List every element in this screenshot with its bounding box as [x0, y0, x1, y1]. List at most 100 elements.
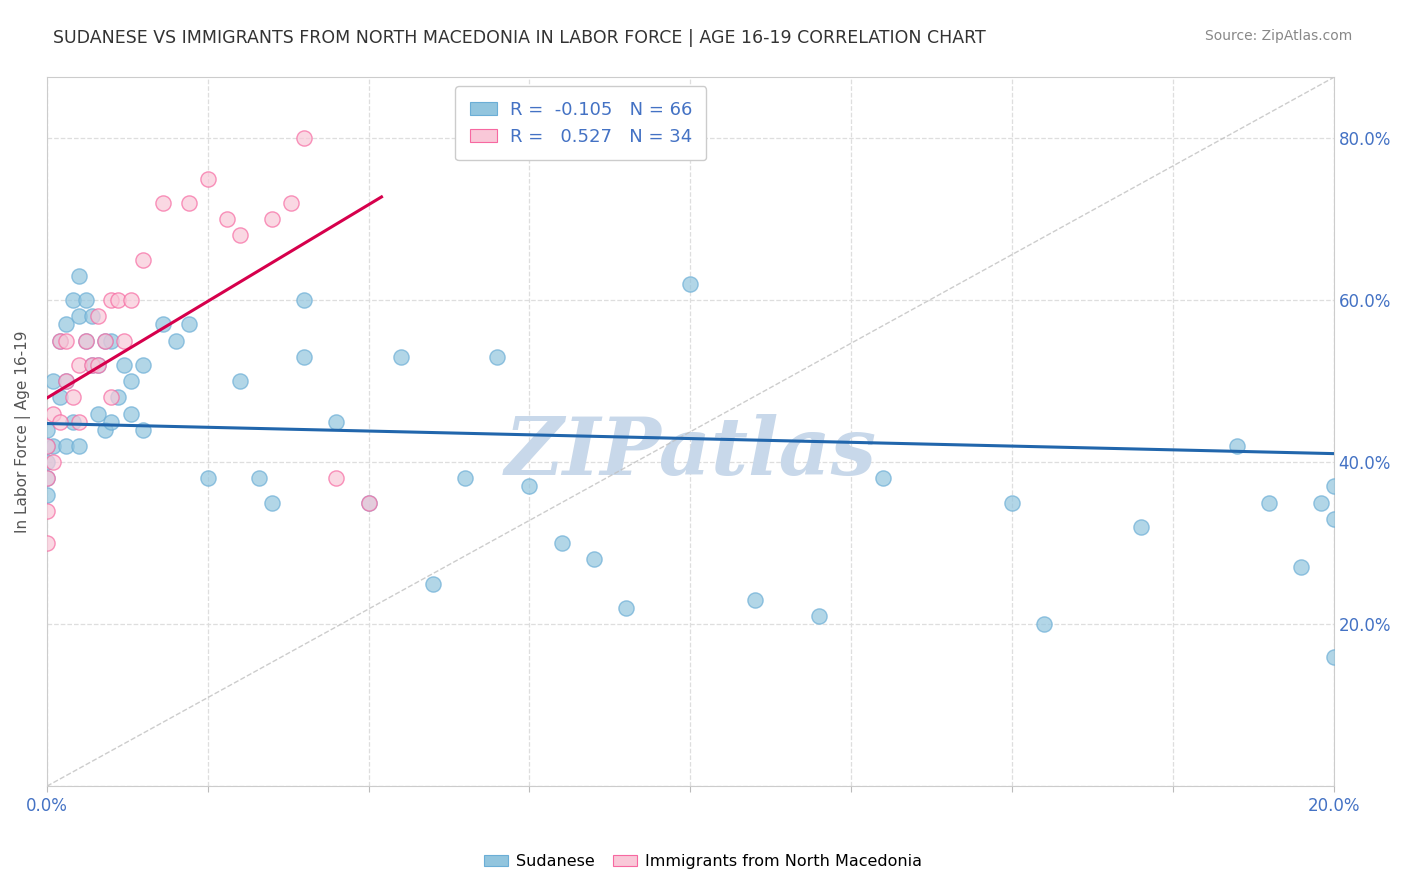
Point: [389, 350, 412, 364]
Point: [197, 171, 219, 186]
Point: [292, 131, 315, 145]
Point: [35, 471, 58, 485]
Point: [132, 423, 155, 437]
Point: [42, 455, 65, 469]
Point: [87, 310, 110, 324]
Point: [1323, 649, 1346, 664]
Text: ZIPatlas: ZIPatlas: [505, 414, 876, 491]
Point: [55, 374, 77, 388]
Point: [280, 196, 302, 211]
Point: [112, 334, 135, 348]
Point: [152, 196, 174, 211]
Point: [292, 293, 315, 308]
Point: [35, 487, 58, 501]
Point: [1323, 479, 1346, 493]
Point: [94, 334, 117, 348]
Point: [550, 536, 572, 550]
Point: [112, 358, 135, 372]
Point: [87, 358, 110, 372]
Point: [744, 592, 766, 607]
Point: [107, 293, 129, 308]
Point: [262, 212, 284, 227]
Point: [262, 496, 284, 510]
Point: [62, 415, 84, 429]
Point: [217, 212, 239, 227]
Point: [152, 318, 174, 332]
Point: [229, 374, 252, 388]
Point: [582, 552, 605, 566]
Point: [519, 479, 541, 493]
Point: [807, 609, 830, 624]
Point: [132, 358, 155, 372]
Point: [67, 310, 90, 324]
Point: [35, 439, 58, 453]
Point: [49, 334, 72, 348]
Text: Source: ZipAtlas.com: Source: ZipAtlas.com: [1205, 29, 1353, 44]
Point: [100, 293, 122, 308]
Point: [87, 407, 110, 421]
Point: [35, 439, 58, 453]
Point: [120, 374, 142, 388]
Point: [357, 496, 380, 510]
Legend: R =  -0.105   N = 66, R =   0.527   N = 34: R = -0.105 N = 66, R = 0.527 N = 34: [456, 87, 706, 161]
Point: [75, 334, 97, 348]
Point: [247, 471, 270, 485]
Point: [229, 228, 252, 243]
Point: [197, 471, 219, 485]
Point: [42, 374, 65, 388]
Point: [55, 374, 77, 388]
Point: [120, 293, 142, 308]
Point: [1226, 439, 1249, 453]
Point: [35, 423, 58, 437]
Point: [100, 390, 122, 404]
Point: [486, 350, 509, 364]
Point: [67, 439, 90, 453]
Text: SUDANESE VS IMMIGRANTS FROM NORTH MACEDONIA IN LABOR FORCE | AGE 16-19 CORRELATI: SUDANESE VS IMMIGRANTS FROM NORTH MACEDO…: [53, 29, 986, 47]
Point: [55, 334, 77, 348]
Point: [292, 350, 315, 364]
Point: [1033, 617, 1056, 632]
Point: [94, 423, 117, 437]
Point: [87, 358, 110, 372]
Point: [1258, 496, 1281, 510]
Point: [94, 334, 117, 348]
Point: [422, 576, 444, 591]
Point: [177, 196, 200, 211]
Point: [1129, 520, 1152, 534]
Point: [55, 439, 77, 453]
Point: [35, 471, 58, 485]
Point: [42, 407, 65, 421]
Point: [75, 293, 97, 308]
Point: [1001, 496, 1024, 510]
Point: [62, 293, 84, 308]
Point: [75, 334, 97, 348]
Point: [325, 415, 347, 429]
Point: [80, 310, 103, 324]
Point: [1291, 560, 1313, 574]
Point: [67, 415, 90, 429]
Point: [614, 601, 637, 615]
Point: [67, 268, 90, 283]
Point: [80, 358, 103, 372]
Point: [35, 504, 58, 518]
Point: [132, 252, 155, 267]
Point: [177, 318, 200, 332]
Point: [1309, 496, 1331, 510]
Point: [49, 334, 72, 348]
Point: [67, 358, 90, 372]
Y-axis label: In Labor Force | Age 16-19: In Labor Force | Age 16-19: [15, 331, 31, 533]
Point: [100, 415, 122, 429]
Point: [35, 455, 58, 469]
Point: [165, 334, 187, 348]
Point: [872, 471, 894, 485]
Point: [107, 390, 129, 404]
Point: [55, 318, 77, 332]
Point: [1323, 512, 1346, 526]
Point: [357, 496, 380, 510]
Point: [454, 471, 477, 485]
Point: [100, 334, 122, 348]
Point: [42, 439, 65, 453]
Point: [325, 471, 347, 485]
Point: [80, 358, 103, 372]
Point: [49, 415, 72, 429]
